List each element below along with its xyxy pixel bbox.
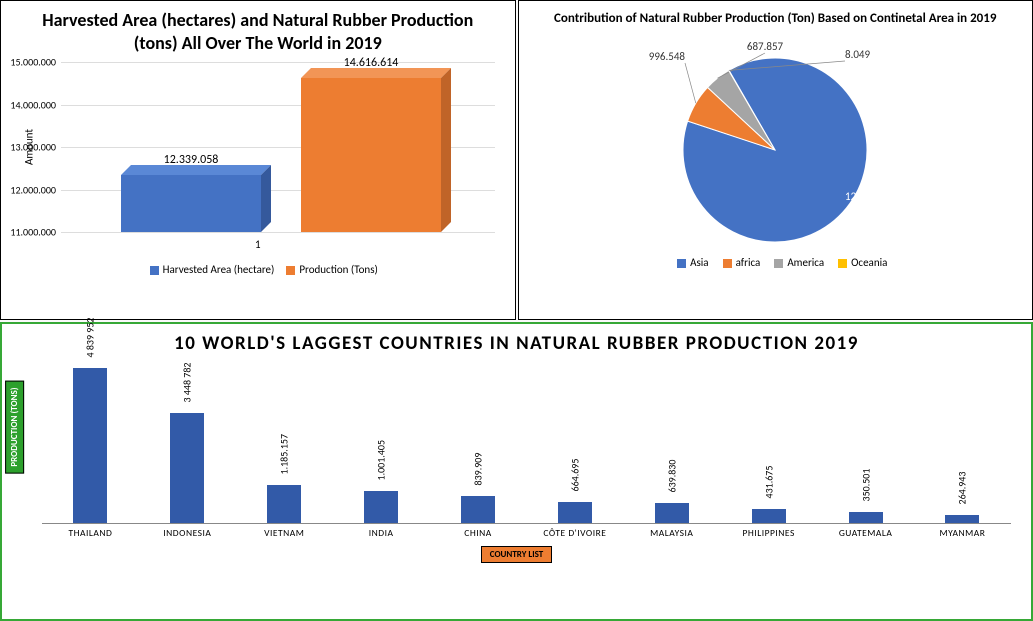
country-bar: 350.501 xyxy=(849,512,883,523)
country-bar-column: 1.001.405 xyxy=(338,363,425,523)
pie-chart-svg: 12.924.160 996.548 687.857 8.049 xyxy=(535,30,1015,250)
pie-chart-title: Contribution of Natural Rubber Productio… xyxy=(519,1,1033,30)
country-bar: 431.675 xyxy=(752,509,786,523)
country-bar-data-label: 431.675 xyxy=(762,466,775,499)
legend-label: Production (Tons) xyxy=(299,263,377,276)
legend-label: America xyxy=(787,256,824,269)
country-bar-data-label: 664.695 xyxy=(568,458,581,491)
country-xlabel: CÔTE D'IVOIRE xyxy=(531,527,618,539)
bar-chart-ytick: 13.000.000 xyxy=(6,141,56,154)
bar-chart-ytick: 11.000.000 xyxy=(6,226,56,239)
country-bar: 664.695 xyxy=(558,502,592,523)
country-bar: 1.001.405 xyxy=(364,491,398,523)
country-bar-data-label: 264.943 xyxy=(956,471,969,504)
pie-data-label: 8.049 xyxy=(845,48,871,61)
country-xlabel: MYANMAR xyxy=(919,527,1006,539)
country-bar-data-label: 839.909 xyxy=(472,453,485,486)
country-bar-data-label: 639.830 xyxy=(665,459,678,492)
country-bar-column: 839.909 xyxy=(434,363,521,523)
pie-data-label: 687.857 xyxy=(747,40,784,53)
country-xlabel: CHINA xyxy=(434,527,521,539)
country-bar-column: 264.943 xyxy=(919,363,1006,523)
country-xlabel: MALAYSIA xyxy=(628,527,715,539)
country-bar-column: 664.695 xyxy=(531,363,618,523)
legend-label: Harvested Area (hectare) xyxy=(163,263,275,276)
country-bar-column: 1.185.157 xyxy=(241,363,328,523)
country-chart-ylabel: PRODUCTION (TONS) xyxy=(5,380,24,473)
legend-swatch xyxy=(150,266,159,275)
country-xlabel: VIETNAM xyxy=(241,527,328,539)
country-chart-xlabel: COUNTRY LIST xyxy=(481,546,552,563)
country-bar-column: 639.830 xyxy=(628,363,715,523)
country-chart-xtitle-wrap: COUNTRY LIST xyxy=(2,543,1031,563)
bar-chart-ytick: 12.000.000 xyxy=(6,183,56,196)
country-bar-data-label: 1.001.405 xyxy=(375,440,388,481)
legend-label: Asia xyxy=(690,256,708,269)
country-bar-column: 431.675 xyxy=(725,363,812,523)
country-bar: 639.830 xyxy=(655,503,689,523)
pie-chart-legend: Asia africa America Oceania xyxy=(519,256,1033,269)
bar-chart-ytick: 15.000.000 xyxy=(6,56,56,69)
legend-swatch xyxy=(677,259,686,268)
country-bar-chart-panel: 10 WORLD'S LAGGEST COUNTRIES IN NATURAL … xyxy=(0,322,1033,621)
country-chart-bars: 4 839 952 3 448 782 1.185.157 1.001.405 839.… xyxy=(42,363,1011,523)
bar-chart-plot-area: Amount 11.000.00012.000.00013.000.00014.… xyxy=(61,62,495,232)
pie-data-label: 12.924.160 xyxy=(845,190,896,203)
bar-chart-legend: Harvested Area (hectare) Production (Tons… xyxy=(1,263,515,276)
country-bar-data-label: 350.501 xyxy=(859,468,872,501)
country-xlabel: INDONESIA xyxy=(144,527,231,539)
country-bar-data-label: 3 448 782 xyxy=(181,362,194,402)
country-bar-column: 4 839 952 xyxy=(47,363,134,523)
bar-chart-category-label: 1 xyxy=(1,238,515,251)
country-bar: 4 839 952 xyxy=(73,368,107,523)
legend-label: Oceania xyxy=(851,256,887,269)
country-bar-column: 3 448 782 xyxy=(144,363,231,523)
harvest-bar-chart-panel: Harvested Area (hectares) and Natural Ru… xyxy=(0,0,516,320)
bar-chart-bar: 12.339.058 xyxy=(121,175,261,232)
country-bar: 264.943 xyxy=(945,515,979,523)
country-chart-title: 10 WORLD'S LAGGEST COUNTRIES IN NATURAL … xyxy=(2,324,1031,357)
bar-chart-title: Harvested Area (hectares) and Natural Ru… xyxy=(1,1,515,58)
country-xlabel: GUATEMALA xyxy=(822,527,909,539)
country-bar-column: 350.501 xyxy=(822,363,909,523)
bar-chart-data-label: 14.616.614 xyxy=(301,56,441,70)
pie-data-label: 996.548 xyxy=(649,50,686,63)
country-xlabel: THAILAND xyxy=(47,527,134,539)
bar-chart-bars: 12.339.058 14.616.614 xyxy=(61,62,495,232)
top-row: Harvested Area (hectares) and Natural Ru… xyxy=(0,0,1033,320)
country-bar: 1.185.157 xyxy=(267,485,301,523)
country-bar-data-label: 4 839 952 xyxy=(84,318,97,358)
country-bar: 3 448 782 xyxy=(170,413,204,523)
country-bar: 839.909 xyxy=(461,496,495,523)
legend-swatch xyxy=(723,259,732,268)
country-xlabel: INDIA xyxy=(338,527,425,539)
country-xlabel: PHILIPPINES xyxy=(725,527,812,539)
country-chart-xaxis-line xyxy=(42,523,1011,524)
country-bar-data-label: 1.185.157 xyxy=(278,434,291,475)
legend-swatch xyxy=(286,266,295,275)
pie-chart-plot-area: 12.924.160 996.548 687.857 8.049 xyxy=(519,30,1033,250)
legend-label: africa xyxy=(736,256,761,269)
bar-chart-bar: 14.616.614 xyxy=(301,78,441,232)
country-chart-xlabels: THAILAND INDONESIA VIETNAM INDIA CHINA CÔTE D… xyxy=(42,527,1011,539)
bar-chart-ytick: 14.000.000 xyxy=(6,98,56,111)
legend-swatch xyxy=(774,259,783,268)
legend-swatch xyxy=(838,259,847,268)
bar-chart-data-label: 12.339.058 xyxy=(121,153,261,167)
pie-chart-panel: Contribution of Natural Rubber Productio… xyxy=(518,0,1033,320)
